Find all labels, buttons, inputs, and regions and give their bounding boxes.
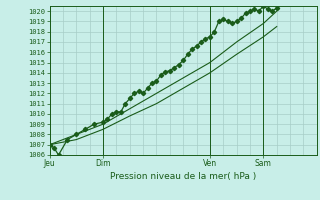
X-axis label: Pression niveau de la mer( hPa ): Pression niveau de la mer( hPa ) [110,172,256,181]
